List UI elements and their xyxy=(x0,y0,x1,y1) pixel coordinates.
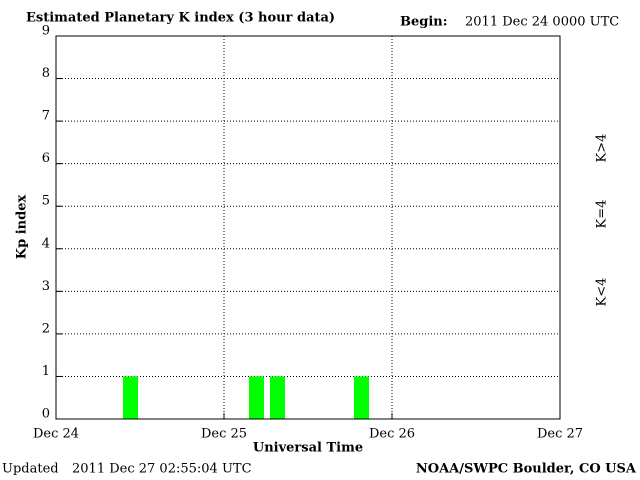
begin-value: 2011 Dec 24 0000 UTC xyxy=(465,15,619,30)
updated-label: Updated xyxy=(2,462,59,477)
y-tick-label: 4 xyxy=(42,236,50,251)
y-tick-label: 1 xyxy=(42,364,50,379)
source: NOAA/SWPC Boulder, CO USA xyxy=(416,462,637,477)
x-tick-label: Dec 26 xyxy=(369,427,415,442)
begin-label: Begin: xyxy=(400,15,448,30)
legend-entry: K<4 xyxy=(595,278,610,307)
bar xyxy=(354,376,369,419)
y-tick-label: 8 xyxy=(42,66,50,81)
y-tick-label: 9 xyxy=(42,24,50,39)
y-tick-label: 0 xyxy=(42,407,50,422)
y-tick-label: 6 xyxy=(42,151,50,166)
y-tick-label: 7 xyxy=(42,109,50,124)
bar xyxy=(270,376,285,419)
y-axis-label: Kp index xyxy=(15,195,30,260)
bar xyxy=(249,376,264,419)
x-axis-label: Universal Time xyxy=(253,441,363,456)
y-tick-label: 2 xyxy=(42,321,50,336)
x-tick-label: Dec 24 xyxy=(33,427,79,442)
legend-entry: K=4 xyxy=(595,200,610,229)
y-tick-label: 5 xyxy=(42,194,50,209)
bar xyxy=(123,376,138,419)
plot-frame xyxy=(55,35,561,420)
x-tick-label: Dec 25 xyxy=(201,427,247,442)
y-tick-label: 3 xyxy=(42,279,50,294)
x-tick-label: Dec 27 xyxy=(537,427,583,442)
legend-entry: K>4 xyxy=(595,134,610,163)
updated-value: 2011 Dec 27 02:55:04 UTC xyxy=(72,462,252,477)
chart-title: Estimated Planetary K index (3 hour data… xyxy=(26,11,335,26)
